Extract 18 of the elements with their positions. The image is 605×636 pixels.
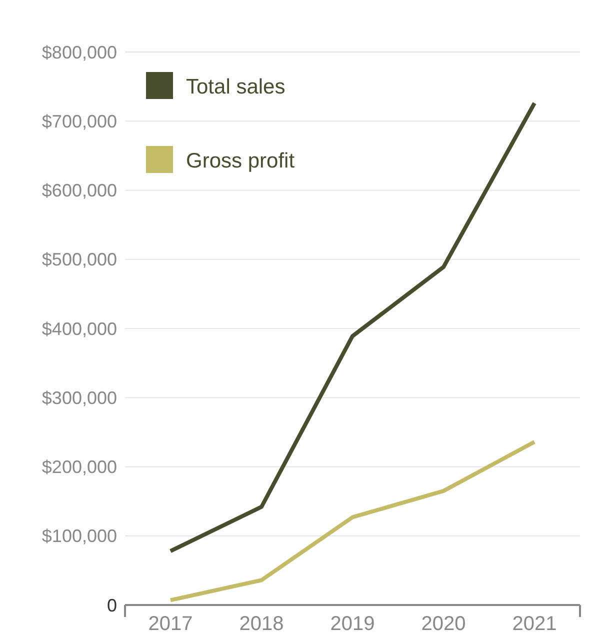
legend-label: Gross profit xyxy=(186,149,295,172)
y-tick-label: $800,000 xyxy=(42,42,117,62)
line-series xyxy=(168,440,536,602)
line-series xyxy=(168,101,536,554)
y-tick-label: $600,000 xyxy=(42,180,117,201)
y-tick-label: 0 xyxy=(106,595,117,616)
x-tick-label: 2018 xyxy=(239,613,284,635)
y-tick-label: $700,000 xyxy=(42,111,117,132)
y-tick-label: $200,000 xyxy=(42,457,117,478)
y-tick-label: $500,000 xyxy=(42,250,117,270)
legend-label: Total sales xyxy=(186,75,286,98)
y-tick-label: $100,000 xyxy=(42,526,117,546)
x-tick-label: 2020 xyxy=(421,613,466,635)
y-tick-label: $300,000 xyxy=(42,388,117,408)
x-tick-label: 2019 xyxy=(330,613,375,635)
x-tick-label: 2021 xyxy=(512,613,557,635)
x-tick-label: 2017 xyxy=(148,613,193,635)
y-tick-label: $400,000 xyxy=(42,318,117,339)
